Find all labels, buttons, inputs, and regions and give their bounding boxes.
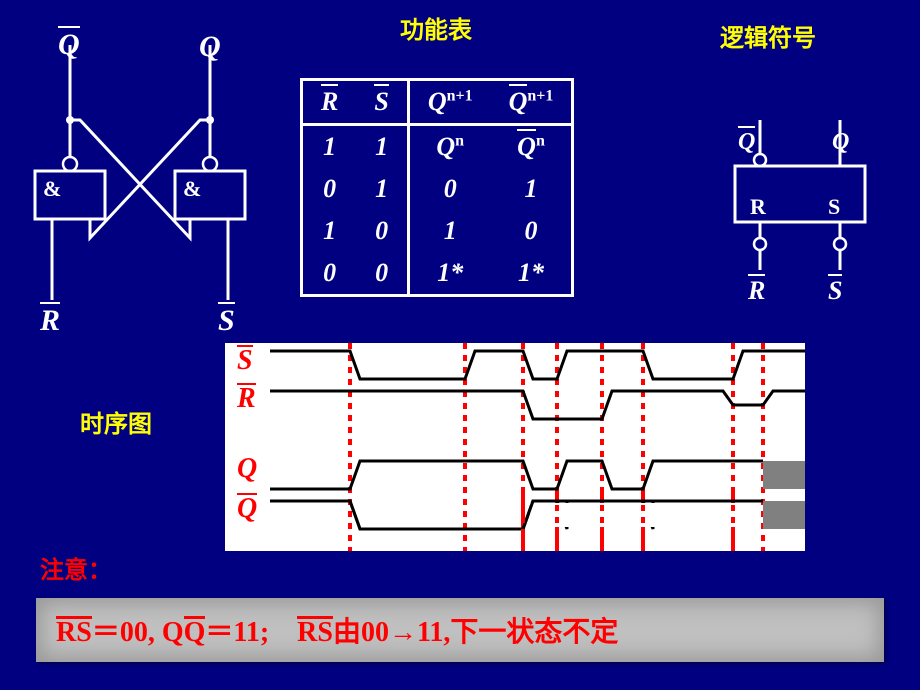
- sym-qbar: Q: [738, 126, 755, 154]
- heading-logic-symbol: 逻辑符号: [720, 18, 816, 53]
- table-row: 001*1*: [302, 252, 573, 296]
- label-q-out: Q: [199, 32, 221, 62]
- svg-text:&: &: [43, 176, 61, 201]
- label-qbar-out: Q: [58, 26, 80, 60]
- note-text: RS＝00, QQ＝11; RS由00→11,下一状态不定: [56, 617, 618, 648]
- sym-rbar: R: [748, 274, 765, 304]
- heading-function-table: 功能表: [400, 10, 472, 45]
- timing-diagram: S R Q Q: [225, 343, 805, 551]
- truth-table: R S Qn+1 Qn+1 11QnQn 0101 1010 001*1*: [300, 78, 574, 297]
- sym-sbar: S: [828, 274, 842, 304]
- heading-timing: 时序图: [80, 404, 152, 439]
- table-row: 11QnQn: [302, 125, 573, 169]
- heading-note: 注意：: [40, 550, 112, 585]
- sym-r: R: [750, 196, 766, 218]
- table-row: 1010: [302, 210, 573, 252]
- svg-text:&: &: [183, 176, 201, 201]
- truth-table-header: R S Qn+1 Qn+1: [302, 80, 573, 125]
- note-box: RS＝00, QQ＝11; RS由00→11,下一状态不定: [36, 598, 884, 662]
- table-row: 0101: [302, 168, 573, 210]
- label-rbar-in: R: [40, 302, 60, 336]
- sym-s: S: [828, 196, 840, 218]
- sym-q: Q: [832, 130, 849, 154]
- label-sbar-in: S: [218, 302, 235, 336]
